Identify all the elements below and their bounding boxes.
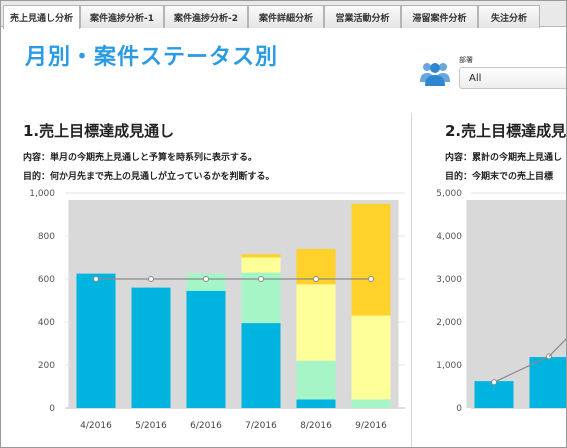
tab-lost-deals[interactable]: 失注分析 [478,5,540,28]
chart1-bar-segment [296,284,336,361]
chart1-bar-segment [241,257,281,273]
chart1-x-tick-label: 9/2016 [355,421,387,431]
chart1-purpose: 目的：何か月先まで売上の見通しが立っているかを判断する。 [23,172,275,182]
panel-divider [411,113,412,447]
chart1-budget-point [313,276,319,282]
chart1-y-tick-label: 200 [38,361,55,371]
chart2-y-tick-label: 3,000 [436,275,462,285]
chart2-y-tick-label: 1,000 [436,361,462,371]
page-title: 月別・案件ステータス別 [25,45,279,70]
chart1-bar-segment [186,290,226,408]
chart2-budget-line-continuation [548,338,566,357]
chart2-purpose: 目的：今期末での売上目標 [445,172,554,182]
tab-sales-forecast[interactable]: 売上見通し分析 [3,5,80,29]
department-select[interactable]: All [459,67,566,89]
chart1-budget-point [203,276,209,282]
chart1-bar-segment [351,315,391,400]
chart1-x-tick-label: 7/2016 [245,421,277,431]
chart1-x-tick-label: 5/2016 [135,421,167,431]
chart1-title: 1.売上目標達成見通し [23,122,175,140]
tab-deal-detail[interactable]: 案件詳細分析 [248,5,324,28]
chart1-bar-segment [76,273,116,408]
chart1-budget-point [93,276,99,282]
chart1-y-tick-label: 400 [38,318,55,328]
chart1-x-tick-label: 8/2016 [300,421,332,431]
chart1-bar-segment [186,273,226,291]
tab-sales-activity[interactable]: 営業活動分析 [324,5,401,28]
chart1-bar-segment [296,360,336,400]
chart1-bar-segment [351,399,391,408]
chart1-budget-point [368,276,374,282]
department-label: 部署 [459,56,473,64]
chart2-budget-line [493,355,550,383]
chart2-y-tick-label: 0 [456,404,462,414]
chart2-category-band [466,200,522,408]
chart2-y-tick-label: 2,000 [436,318,462,328]
chart1-budget-point [148,276,154,282]
chart1-y-tick-label: 1,000 [29,189,55,199]
tab-stagnant-deals[interactable]: 滞留案件分析 [401,5,478,28]
people-icon [420,63,450,86]
tab-deal-progress-1[interactable]: 案件進捗分析-1 [80,5,164,28]
chart1-bar-segment [131,287,171,408]
chart2-budget-point [491,379,497,386]
chart1-bar-segment [296,399,336,408]
chart1-content: 内容：単月の今期売上見通しと予算を時系列に表示する。 [23,153,258,163]
chart1-bar-segment [351,203,391,316]
chart1-x-tick-label: 4/2016 [80,421,112,431]
chart1-bar-segment [241,254,281,258]
chart2-content: 内容：累計の今期売上見通し [445,153,563,163]
chart1-budget-point [258,276,264,282]
chart1-x-tick-label: 6/2016 [190,421,222,431]
chart1-y-tick-label: 600 [38,275,55,285]
chart1-y-tick-label: 800 [38,232,55,242]
chart2-bar-segment [474,381,514,408]
chart2-bar-segment [529,357,566,408]
chart2-title: 2.売上目標達成見通し [445,122,567,140]
chart2-y-tick-label: 5,000 [436,189,462,199]
chart1-y-tick-label: 0 [49,404,55,414]
tab-deal-progress-2[interactable]: 案件進捗分析-2 [164,5,248,28]
tab-bar: 売上見通し分析 案件進捗分析-1 案件進捗分析-2 案件詳細分析 営業活動分析 … [1,1,566,29]
chart1-bar-segment [241,323,281,408]
chart2-y-tick-label: 4,000 [436,232,462,242]
